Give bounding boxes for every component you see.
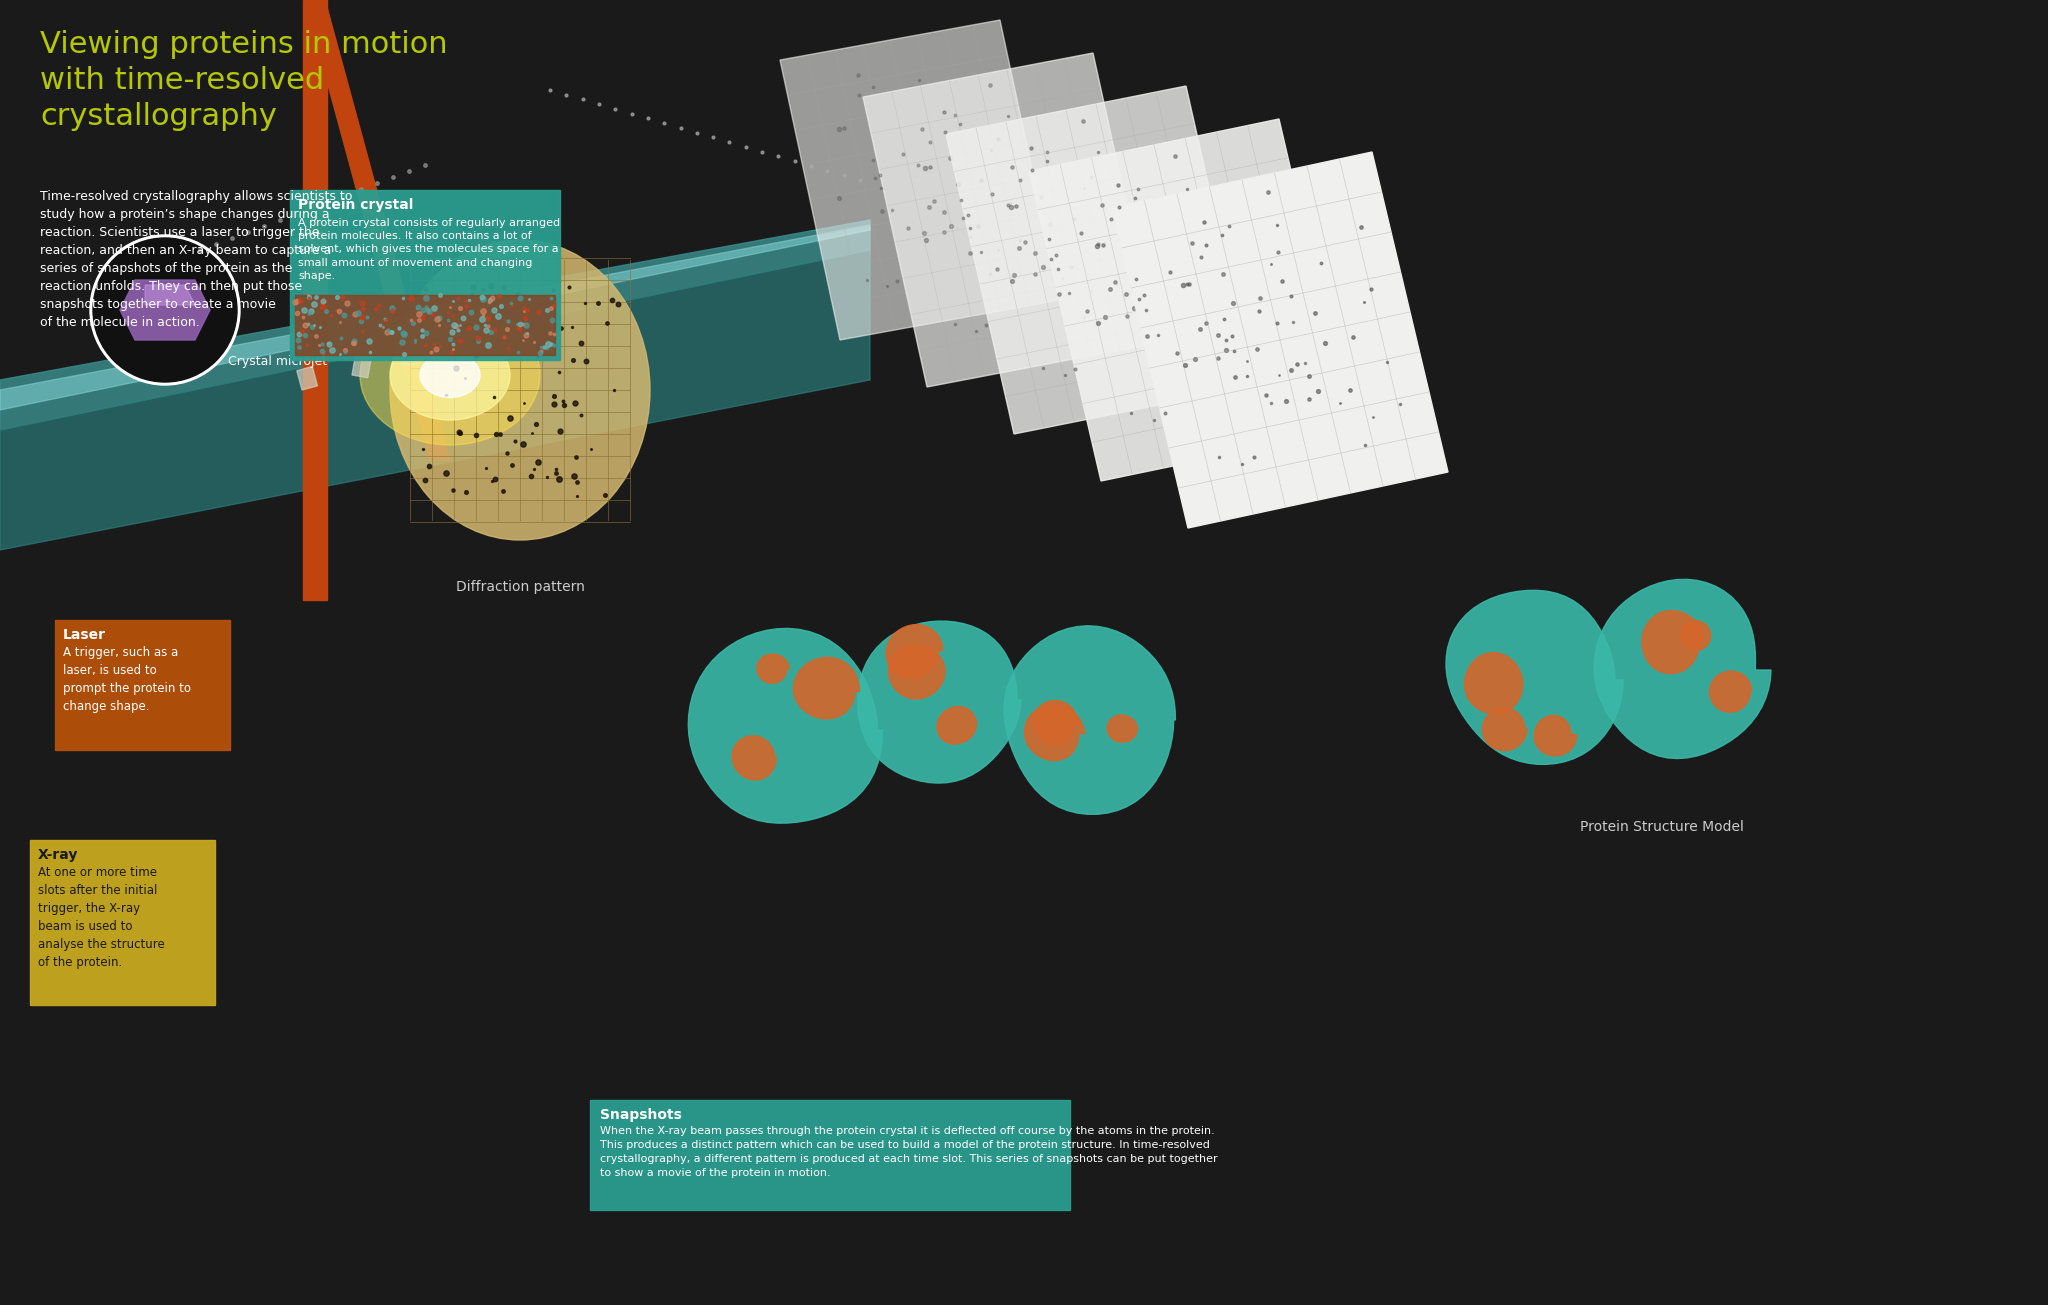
Polygon shape [1681,621,1710,650]
Polygon shape [1024,705,1085,761]
Polygon shape [688,629,883,823]
Text: Snapshots: Snapshots [600,1108,682,1122]
Polygon shape [889,645,946,699]
Polygon shape [145,284,195,305]
Circle shape [92,238,238,382]
Polygon shape [862,54,1157,388]
Text: Viewing proteins in motion
with time-resolved
crystallography: Viewing proteins in motion with time-res… [41,30,449,130]
Bar [399,343,418,365]
Polygon shape [305,0,451,459]
Text: At one or more time
slots after the initial
trigger, the X-ray
beam is used to
a: At one or more time slots after the init… [39,867,164,970]
Bar [297,367,317,390]
FancyBboxPatch shape [590,1100,1069,1210]
Polygon shape [0,221,870,431]
Circle shape [90,235,240,385]
Text: X-ray: X-ray [39,848,78,863]
Polygon shape [1004,626,1176,814]
Ellipse shape [389,240,649,540]
Polygon shape [1446,590,1624,765]
Text: Crystal microjet: Crystal microjet [227,355,328,368]
Text: Protein Structure Model: Protein Structure Model [1579,820,1745,834]
Polygon shape [1108,715,1137,743]
Text: Diffraction pattern: Diffraction pattern [455,579,584,594]
Bar [352,355,371,377]
Polygon shape [1028,119,1352,482]
Bar [295,295,555,355]
Text: When the X-ray beam passes through the protein crystal it is deflected off cours: When the X-ray beam passes through the p… [600,1126,1219,1178]
Polygon shape [0,224,870,410]
Polygon shape [938,706,977,744]
Polygon shape [1710,671,1751,713]
FancyBboxPatch shape [291,191,559,360]
Polygon shape [887,625,942,679]
Text: Protein crystal: Protein crystal [299,198,414,211]
Ellipse shape [360,305,541,445]
Ellipse shape [420,352,479,398]
Polygon shape [1642,611,1704,673]
Polygon shape [1593,579,1772,758]
Polygon shape [731,736,776,780]
Ellipse shape [389,330,510,420]
Bar [498,322,518,345]
FancyBboxPatch shape [31,840,215,1005]
Polygon shape [780,20,1061,341]
Polygon shape [858,621,1022,783]
Polygon shape [946,86,1253,435]
Polygon shape [1483,707,1528,750]
Text: Time-resolved crystallography allows scientists to
study how a protein’s shape c: Time-resolved crystallography allows sci… [41,191,352,329]
Bar [303,0,328,600]
Text: Laser: Laser [63,628,106,642]
Polygon shape [758,654,788,684]
Text: A trigger, such as a
laser, is used to
prompt the protein to
change shape.: A trigger, such as a laser, is used to p… [63,646,190,713]
Polygon shape [793,658,860,719]
Polygon shape [1112,151,1448,529]
Bar [453,335,469,356]
Text: A protein crystal consists of regularly arranged
protein molecules. It also cont: A protein crystal consists of regularly … [299,218,559,281]
Polygon shape [121,281,211,341]
Polygon shape [1534,715,1577,756]
Polygon shape [1464,652,1524,714]
Polygon shape [1032,701,1077,745]
FancyBboxPatch shape [55,620,229,750]
Polygon shape [0,251,870,549]
